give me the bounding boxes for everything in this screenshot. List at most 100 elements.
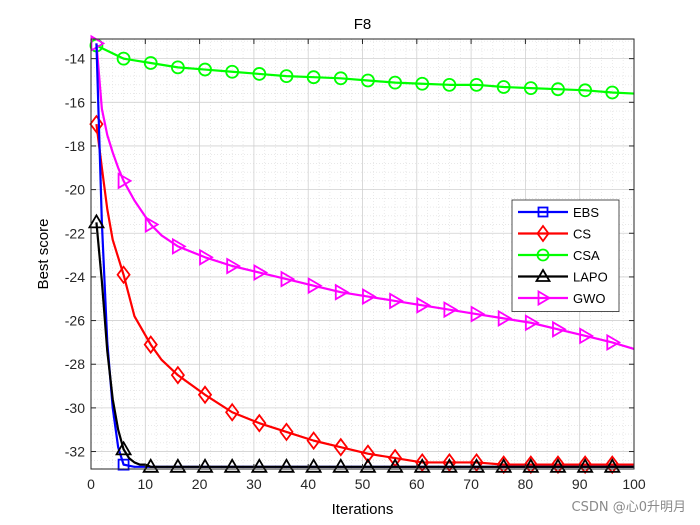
series-gwo — [90, 34, 635, 351]
axis-ticks: 0 10 20 30 40 50 60 70 80 90 100 -32 -30 -28 -26 -24 -22… — [65, 39, 646, 492]
data-point-marker — [440, 458, 458, 473]
data-point-marker — [225, 64, 240, 79]
data-point-marker — [537, 206, 549, 218]
data-point-marker — [443, 301, 459, 319]
data-point-marker — [226, 257, 241, 275]
legend-label-lapo: LAPO — [573, 270, 608, 285]
y-tick-label: -14 — [65, 51, 85, 67]
x-tick-label: 0 — [87, 476, 95, 492]
data-point-marker — [277, 458, 296, 473]
legend-label-cs: CS — [573, 227, 591, 242]
data-point-marker — [117, 458, 130, 471]
data-point-marker — [306, 70, 321, 85]
data-point-marker — [469, 452, 484, 472]
x-tick-label: 70 — [463, 476, 479, 492]
y-tick-label: -18 — [65, 138, 85, 154]
x-tick-label: 100 — [622, 476, 646, 492]
y-tick-label: -16 — [65, 94, 85, 110]
data-point-marker — [495, 458, 513, 473]
data-point-marker — [117, 172, 133, 190]
data-point-marker — [536, 248, 550, 262]
y-tick-label: -32 — [65, 444, 85, 460]
data-point-marker — [497, 309, 513, 327]
data-point-marker — [144, 215, 160, 234]
data-point-marker — [552, 320, 567, 338]
series-line-lapo — [95, 222, 634, 468]
data-point-marker — [442, 77, 457, 92]
data-point-marker — [551, 82, 565, 97]
y-tick-label: -28 — [65, 356, 85, 372]
data-point-marker — [87, 213, 105, 229]
data-point-marker — [415, 452, 430, 472]
x-tick-label: 40 — [300, 476, 316, 492]
data-point-marker — [307, 277, 323, 295]
data-point-marker — [250, 458, 268, 473]
data-point-marker — [362, 287, 377, 306]
data-point-marker — [416, 296, 432, 314]
data-point-marker — [537, 289, 552, 307]
data-point-marker — [496, 80, 511, 94]
data-point-marker — [223, 458, 241, 473]
series-line-csa — [95, 44, 635, 95]
watermark: CSDN @心0升明月 — [571, 500, 686, 515]
data-point-marker — [332, 458, 350, 473]
data-point-marker — [143, 56, 158, 70]
data-point-marker — [196, 458, 214, 473]
data-point-marker — [386, 458, 404, 473]
series-lapo — [87, 213, 634, 473]
data-point-marker — [579, 327, 594, 345]
data-point-marker — [549, 458, 567, 473]
data-point-marker — [333, 71, 348, 86]
data-point-marker — [89, 114, 104, 134]
series-line-gwo — [95, 43, 635, 351]
data-point-marker — [143, 335, 158, 355]
data-point-marker — [279, 422, 294, 442]
data-point-marker — [253, 263, 269, 282]
data-point-marker — [389, 292, 404, 310]
data-point-marker — [469, 77, 484, 92]
legend: EBS CS CSA LAPO GWO — [511, 199, 620, 312]
data-point-marker — [252, 67, 267, 81]
data-point-marker — [169, 458, 187, 473]
data-point-marker — [524, 314, 540, 332]
data-point-marker — [361, 73, 375, 88]
y-tick-label: -30 — [65, 400, 85, 416]
legend-label-ebs: EBS — [573, 205, 599, 220]
x-axis-label: Iterations — [332, 501, 394, 518]
data-point-marker — [578, 83, 593, 98]
data-point-marker — [199, 248, 214, 266]
chart-title: F8 — [354, 16, 372, 33]
data-point-marker — [522, 458, 540, 473]
data-point-marker — [306, 431, 321, 451]
x-tick-label: 60 — [409, 476, 425, 492]
data-point-marker — [171, 237, 187, 255]
y-tick-label: -24 — [65, 269, 85, 285]
data-point-marker — [115, 440, 133, 456]
data-point-marker — [413, 458, 431, 473]
y-axis-label: Best score — [35, 219, 52, 290]
data-point-marker — [170, 60, 185, 75]
data-point-marker — [305, 458, 323, 473]
data-point-marker — [116, 51, 131, 66]
data-point-marker — [523, 81, 538, 96]
x-tick-label: 90 — [572, 476, 588, 492]
data-point-marker — [280, 270, 296, 288]
data-point-marker — [198, 62, 212, 77]
major-grid — [91, 39, 634, 469]
data-point-marker — [279, 69, 294, 84]
legend-label-csa: CSA — [573, 248, 600, 263]
data-point-marker — [333, 437, 348, 457]
data-point-marker — [252, 413, 267, 433]
data-point-marker — [142, 458, 160, 473]
data-point-marker — [388, 75, 402, 90]
data-point-marker — [334, 283, 350, 301]
data-point-marker — [442, 452, 457, 472]
data-point-marker — [536, 224, 550, 243]
y-tick-label: -26 — [65, 313, 85, 329]
y-tick-label: -22 — [65, 225, 85, 241]
data-point-marker — [360, 444, 376, 464]
data-point-marker — [467, 458, 486, 473]
x-tick-label: 30 — [246, 476, 262, 492]
data-point-marker — [470, 305, 486, 323]
